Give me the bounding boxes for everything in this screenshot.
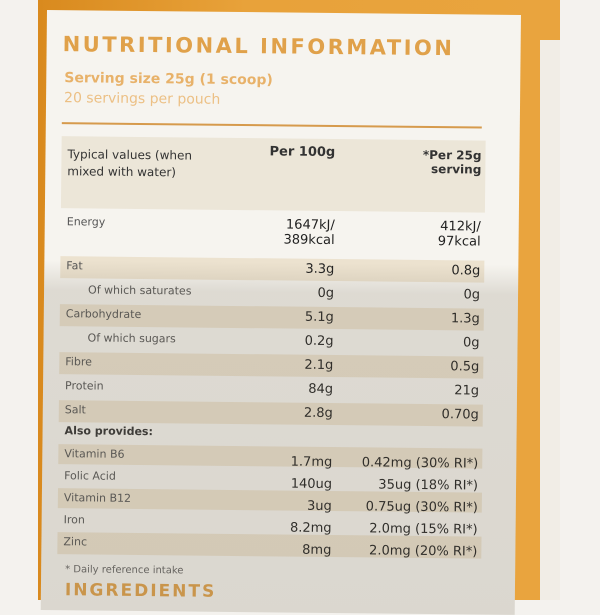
table-row: Folic Acid 140ug 35ug (18% RI*): [58, 466, 482, 493]
label-title: NUTRITIONAL INFORMATION: [62, 32, 455, 61]
table-header: Typical values (when mixed with water) P…: [60, 136, 486, 213]
table-row: Fat 3.3g 0.8g: [60, 256, 485, 283]
ingredients-heading: INGREDIENTS: [64, 580, 217, 602]
table-row: Iron 8.2mg 2.0mg (15% RI*): [58, 510, 482, 537]
header-typical-values: Typical values (when mixed with water): [67, 147, 193, 180]
row-label: Energy: [66, 215, 106, 229]
row-per25: 0.70g: [441, 407, 479, 423]
nutrition-label: NUTRITIONAL INFORMATION Serving size 25g…: [40, 10, 521, 615]
footnote: * Daily reference intake: [65, 564, 184, 577]
row-per100: 2.8g: [303, 405, 333, 422]
header-per-serving: *Per 25g serving: [422, 147, 482, 177]
row-label: Fibre: [65, 355, 93, 369]
table-row: Of which sugars 0.2g 0g: [59, 328, 483, 354]
table-row: Zinc 8mg 2.0mg (20% RI*): [57, 532, 482, 560]
row-label: Salt: [64, 403, 86, 417]
divider: [61, 122, 482, 129]
row-label: Folic Acid: [64, 469, 116, 483]
header-per-100g: Per 100g: [269, 144, 336, 161]
row-label: Vitamin B12: [63, 491, 132, 505]
row-label: Iron: [63, 513, 85, 527]
row-label: Of which sugars: [87, 331, 176, 346]
table-row: Of which saturates 0g 0g: [60, 280, 484, 306]
row-per100: 3ug: [306, 498, 332, 515]
row-per25: 0.5g: [450, 359, 480, 375]
row-per100: 0g: [317, 285, 335, 302]
table-row: Vitamin B12 3ug 0.75ug (30% RI*): [57, 488, 482, 516]
table-row: Vitamin B6 1.7mg 0.42mg (30% RI*): [58, 444, 483, 472]
table-row: Salt 2.8g 0.70g: [58, 400, 483, 427]
row-label: Vitamin B6: [64, 447, 125, 461]
row-per25: 0.8g: [451, 263, 481, 279]
row-per100: 0.2g: [304, 333, 334, 350]
row-per100: 3.3g: [305, 261, 335, 278]
servings-per-pouch: 20 servings per pouch: [63, 90, 221, 108]
row-label: Zinc: [63, 535, 88, 549]
row-per100: 2.1g: [304, 357, 334, 374]
row-per25: 0g: [462, 335, 480, 351]
table-row: Energy 1647kJ/ 389kcal 412kJ/ 97kcal: [60, 212, 484, 256]
row-per100: 8mg: [302, 542, 332, 559]
row-per25: 2.0mg (20% RI*): [369, 543, 478, 560]
adjacent-panel: [540, 40, 560, 600]
row-label: Protein: [64, 379, 104, 393]
row-per25: 0g: [463, 287, 481, 303]
row-per100: 1647kJ/ 389kcal: [283, 217, 335, 249]
row-label: Fat: [66, 259, 83, 273]
row-per25: 1.3g: [450, 311, 480, 327]
table-row: Carbohydrate 5.1g 1.3g: [59, 304, 484, 331]
also-provides-heading: Also provides:: [64, 424, 153, 439]
table-row: Fibre 2.1g 0.5g: [59, 352, 484, 379]
row-per25: 412kJ/ 97kcal: [437, 219, 481, 250]
row-per100: 84g: [308, 381, 334, 398]
serving-size: Serving size 25g (1 scoop): [64, 70, 273, 89]
row-label: Of which saturates: [88, 283, 192, 298]
row-per25: 21g: [454, 383, 480, 399]
table-row: Protein 84g 21g: [59, 376, 483, 402]
row-label: Carbohydrate: [65, 307, 142, 322]
row-per100: 5.1g: [304, 309, 334, 326]
